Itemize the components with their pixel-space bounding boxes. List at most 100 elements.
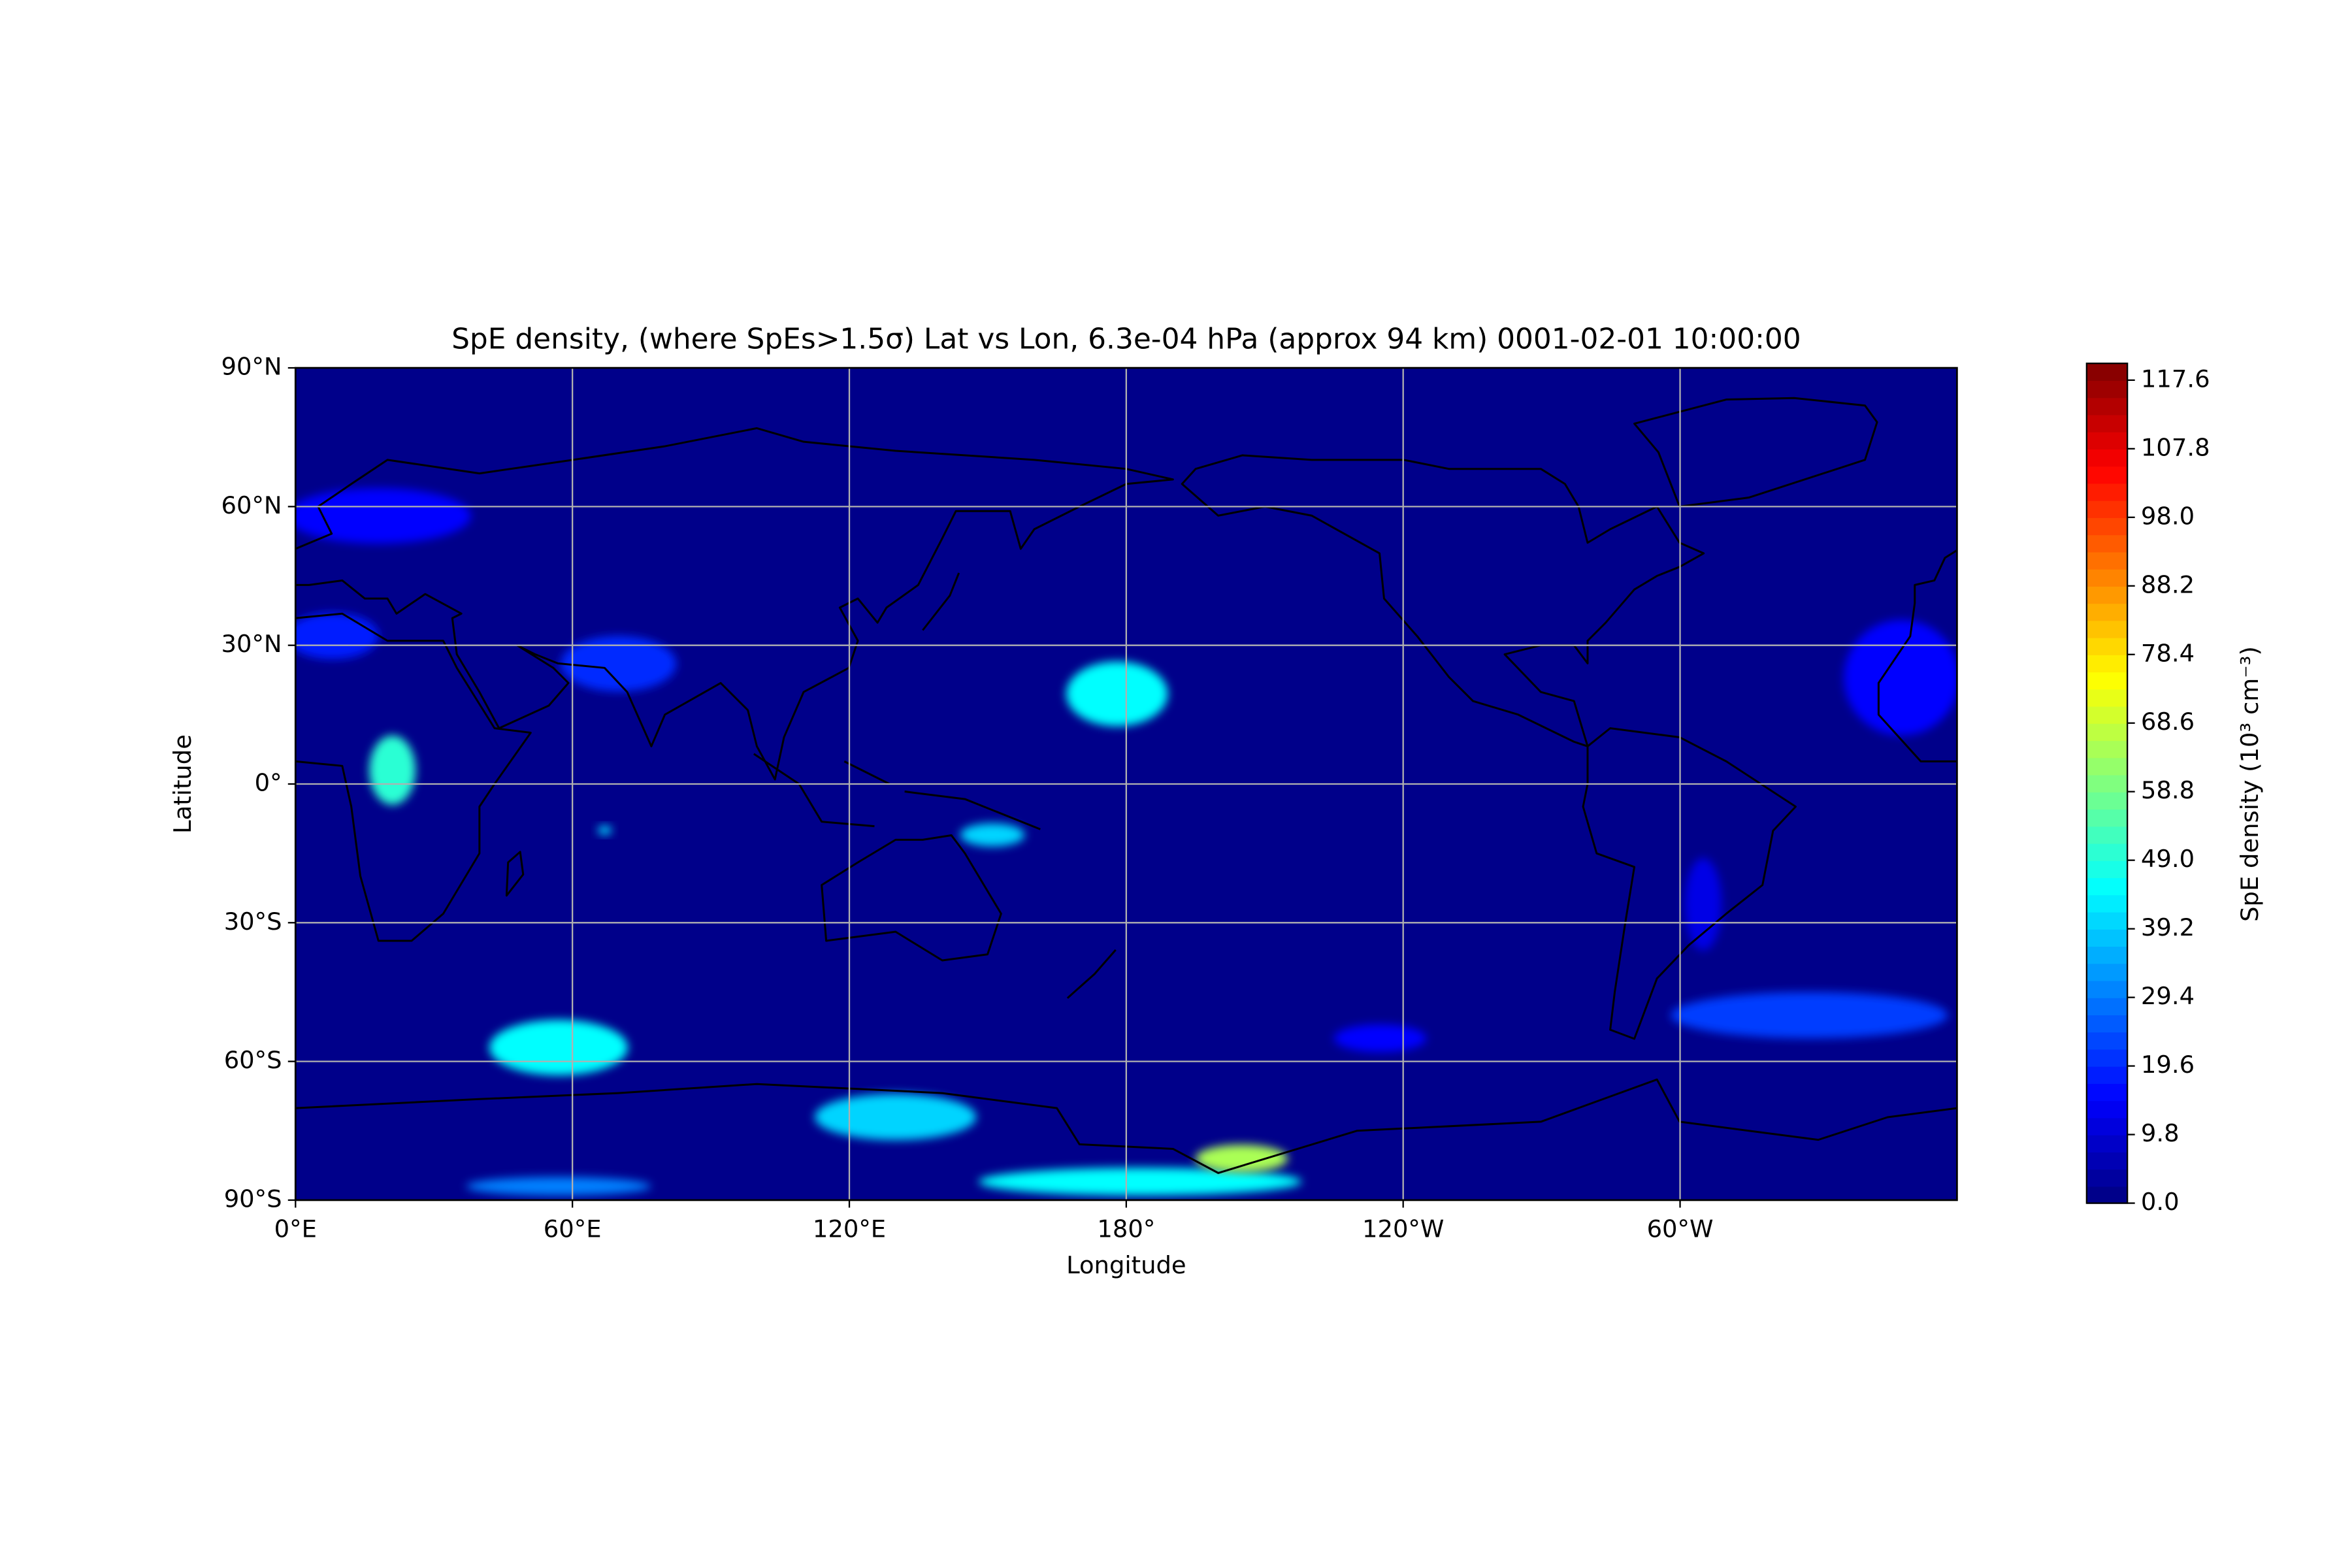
y-tick-label: 90°S (224, 1184, 282, 1213)
colorbar-band (2086, 928, 2128, 947)
colorbar-band (2086, 945, 2128, 964)
coastline (295, 612, 532, 942)
coastline (295, 427, 1174, 781)
colorbar-tick-label: 88.2 (2141, 570, 2195, 598)
density-blob (1671, 992, 1948, 1039)
colorbar-band (2086, 774, 2128, 792)
colorbar-tick-label: 0.0 (2141, 1188, 2180, 1216)
colorbar-band (2086, 843, 2128, 861)
x-tick-label: 60°W (1647, 1215, 1714, 1243)
density-blob (978, 1168, 1302, 1196)
colorbar-tick-label: 98.0 (2141, 502, 2195, 530)
colorbar-band (2086, 1049, 2128, 1067)
colorbar-band (2086, 1014, 2128, 1033)
coastline (1181, 454, 1705, 747)
colorbar-band (2086, 1151, 2128, 1170)
coastline (1633, 397, 1878, 508)
density-blob (295, 613, 379, 659)
colorbar-band (2086, 1169, 2128, 1187)
y-tick-label: 90°N (221, 353, 282, 381)
density-blob (815, 1094, 977, 1140)
colorbar-band (2086, 740, 2128, 759)
colorbar-band (2086, 620, 2128, 638)
colorbar-band (2086, 380, 2128, 399)
x-tick-label: 120°E (813, 1215, 886, 1243)
colorbar-band (2086, 997, 2128, 1016)
axes: 0°E 60°E 120°E 180° 120°W 60°W 90°S 60°S 30°S 0° 3… (221, 353, 1714, 1243)
y-tick-label: 60°N (221, 491, 282, 519)
colorbar-band (2086, 431, 2128, 449)
x-tick-label: 0°E (274, 1215, 317, 1243)
y-tick-label: 30°S (224, 907, 282, 936)
y-tick-label: 60°S (224, 1046, 282, 1074)
colorbar-band (2086, 911, 2128, 930)
colorbar-tick-label: 78.4 (2141, 639, 2195, 667)
colorbar-tick-label: 107.8 (2141, 433, 2210, 461)
colorbar-tick-label: 9.8 (2141, 1119, 2180, 1147)
colorbar-band (2086, 637, 2128, 655)
coastlines (295, 397, 1957, 1174)
density-blob (1684, 858, 1722, 951)
x-axis-label: Longitude (1066, 1251, 1186, 1279)
density-blob (598, 825, 612, 835)
colorbar-band (2086, 860, 2128, 879)
density-blob (1844, 619, 1957, 736)
colorbar-band (2086, 448, 2128, 467)
x-tick-label: 60°E (544, 1215, 602, 1243)
colorbar-tick-label: 49.0 (2141, 845, 2195, 873)
colorbar-band (2086, 894, 2128, 913)
colorbar-band (2086, 585, 2128, 604)
colorbar-tick-label: 117.6 (2141, 365, 2210, 393)
coastline (505, 851, 525, 897)
colorbar-band (2086, 671, 2128, 690)
colorbar-band (2086, 654, 2128, 673)
colorbar-band (2086, 706, 2128, 724)
x-tick-label: 120°W (1362, 1215, 1444, 1243)
colorbar-frame (2085, 363, 2129, 1204)
colorbar-band (2086, 826, 2128, 844)
colorbar-band (2086, 1134, 2128, 1152)
colorbar-tick-label: 58.8 (2141, 776, 2195, 804)
density-blob (295, 488, 471, 544)
colorbar-tick-label: 29.4 (2141, 982, 2195, 1010)
y-axis-label: Latitude (169, 734, 197, 834)
density-blob (1195, 1145, 1288, 1173)
colorbar-band (2086, 723, 2128, 742)
colorbar-band (2086, 791, 2128, 810)
coastline (295, 1078, 1957, 1174)
colorbar-band (2086, 689, 2128, 707)
colorbar-band (2086, 466, 2128, 484)
colorbar-tick-label: 39.2 (2141, 913, 2195, 941)
density-blob (1333, 1024, 1427, 1053)
density-blob (369, 735, 416, 805)
coastline (922, 572, 1117, 999)
colorbar-band (2086, 877, 2128, 896)
colorbar-band (2086, 1083, 2128, 1102)
density-blob (489, 1019, 628, 1075)
y-tick-label: 0° (255, 769, 282, 797)
coastline (1877, 549, 1957, 762)
colorbar-band (2086, 1186, 2128, 1204)
x-tick-label: 180° (1097, 1215, 1155, 1243)
colorbar-band (2086, 551, 2128, 570)
colorbar-band (2086, 1100, 2128, 1119)
density-blob (466, 1177, 651, 1196)
colorbar-band (2086, 603, 2128, 621)
density-blob (1066, 661, 1168, 727)
colorbar-label: SpE density (10³ cm⁻³) (2236, 646, 2264, 922)
colorbar-band (2086, 414, 2128, 433)
colorbar-band (2086, 963, 2128, 981)
colorbar-band (2086, 363, 2128, 382)
y-tick-label: 30°N (221, 630, 282, 658)
chart-title: SpE density, (where SpEs>1.5σ) Lat vs Lo… (451, 323, 1801, 356)
density-blob (561, 636, 677, 692)
colorbar-band (2086, 483, 2128, 501)
colorbar-tick-label: 68.6 (2141, 708, 2195, 736)
grid (295, 368, 1957, 1200)
density-blob (960, 823, 1025, 847)
colorbar-band (2086, 517, 2128, 536)
colorbar-band (2086, 534, 2128, 553)
coastline (753, 753, 1041, 830)
colorbar: 0.0 9.8 19.6 29.4 39.2 49.0 58.8 68.6 78.4 88.2 98… (2085, 363, 2210, 1216)
